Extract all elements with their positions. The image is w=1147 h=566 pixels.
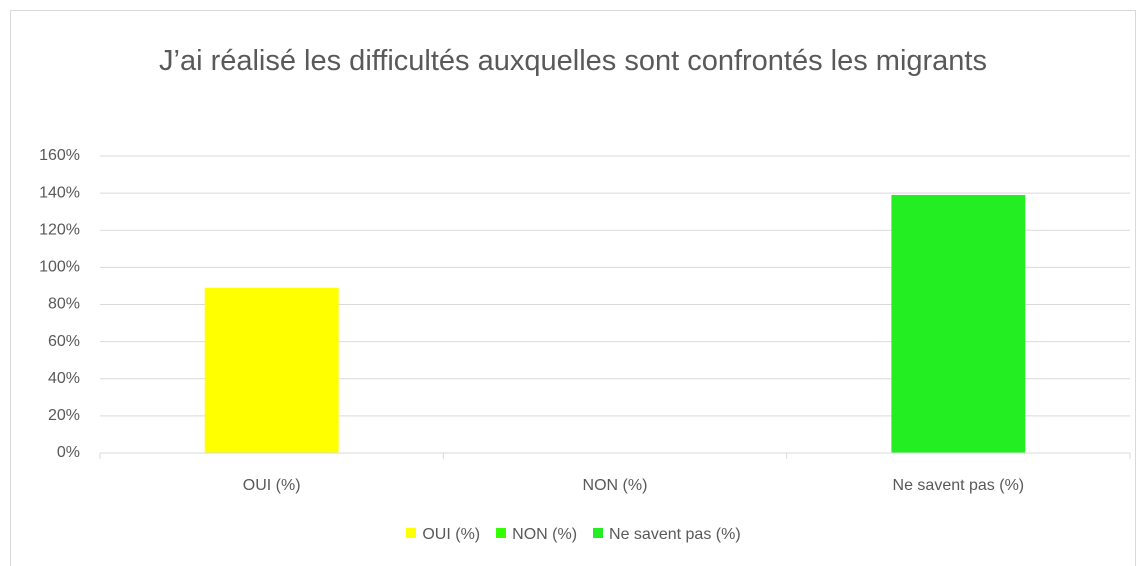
y-tick-label: 0% <box>57 444 80 461</box>
legend-item: OUI (%) <box>406 526 480 544</box>
x-tick-label: Ne savent pas (%) <box>893 477 1025 494</box>
x-tick-label: NON (%) <box>583 477 648 494</box>
y-tick-label: 40% <box>48 370 80 387</box>
x-tick-label: OUI (%) <box>243 477 301 494</box>
legend-label: NON (%) <box>512 526 578 543</box>
bar <box>891 194 1026 453</box>
legend-label: Ne savent pas (%) <box>609 526 741 543</box>
legend-swatch <box>593 528 604 538</box>
y-tick-label: 60% <box>48 333 80 350</box>
chart-title: J’ai réalisé les difficultés auxquelles … <box>159 45 987 77</box>
y-tick-label: 160% <box>39 147 80 164</box>
legend-item: NON (%) <box>496 526 577 544</box>
y-tick-label: 20% <box>48 407 80 424</box>
bar <box>204 287 339 453</box>
chart-frame <box>10 10 1136 566</box>
y-tick-label: 140% <box>39 184 80 201</box>
legend-item: Ne savent pas (%) <box>593 526 741 544</box>
y-tick-label: 80% <box>48 296 80 313</box>
legend-label: OUI (%) <box>422 526 481 543</box>
y-tick-label: 120% <box>39 221 80 238</box>
legend-swatch <box>496 528 507 538</box>
y-tick-label: 100% <box>39 259 80 276</box>
legend-swatch <box>406 528 417 538</box>
legend: OUI (%) NON (%) Ne savent pas (%) <box>0 526 1147 544</box>
